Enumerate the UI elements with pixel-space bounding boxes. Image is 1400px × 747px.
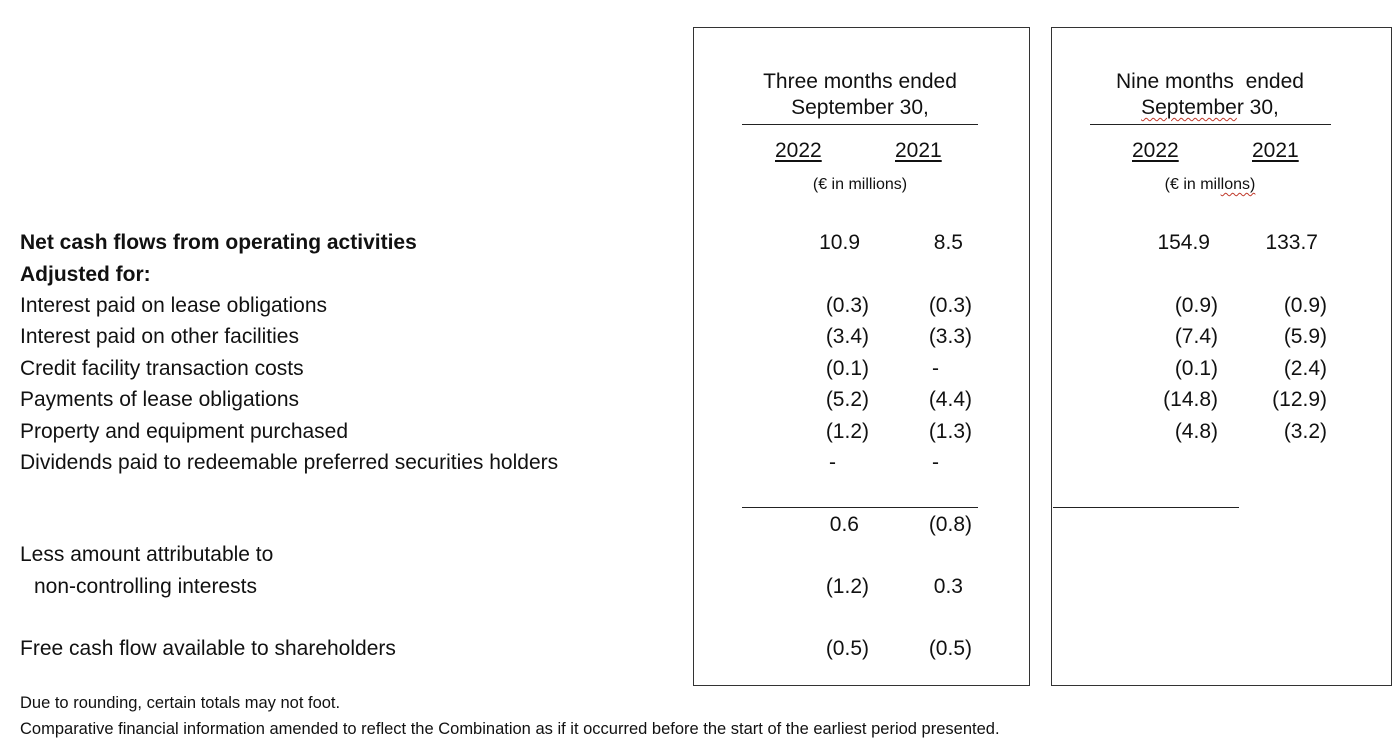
three-months-year-2022: 2022 [775, 139, 822, 162]
nine-months-year-2021: 2021 [1252, 139, 1299, 162]
n2021-interest-other: (5.9) [1283, 325, 1327, 348]
free-cash-flow-label: Free cash flow available to shareholders [20, 637, 396, 660]
q2022-interest-other: (3.4) [825, 325, 869, 348]
q2021-free-cash-flow: (0.5) [928, 637, 972, 660]
footnote-comparative: Comparative financial information amende… [20, 720, 1000, 738]
three-months-year-2021: 2021 [895, 139, 942, 162]
n2022-net-cash: 154.9 [1157, 231, 1210, 254]
n2021-net-cash: 133.7 [1265, 231, 1318, 254]
nine-months-unit-part2: lons) [1220, 176, 1256, 193]
three-months-header-rule [742, 124, 978, 125]
q2021-subtotal: (0.8) [928, 513, 972, 536]
q2022-lease-payments: (5.2) [825, 388, 869, 411]
q2021-dividends: - [932, 451, 939, 474]
row-label-dividends: Dividends paid to redeemable preferred s… [20, 451, 559, 474]
q2021-property-equipment: (1.3) [928, 420, 972, 443]
row-label-property-equipment: Property and equipment purchased [20, 420, 349, 443]
nine-months-header-line1: Nine months ended [1116, 70, 1304, 93]
n2022-interest-other: (7.4) [1174, 325, 1218, 348]
q2022-free-cash-flow: (0.5) [825, 637, 869, 660]
q2021-interest-other: (3.3) [928, 325, 972, 348]
q2022-credit-facility: (0.1) [825, 357, 869, 380]
n2022-property-equipment: (4.8) [1174, 420, 1218, 443]
nine-months-header-line2-part2: r 30, [1236, 96, 1279, 119]
q2022-subtotal: 0.6 [829, 513, 859, 536]
less-label-line2: non-controlling interests [34, 575, 257, 598]
n2022-interest-lease: (0.9) [1174, 294, 1218, 317]
nine-months-column-box [1051, 27, 1392, 686]
three-months-subtotal-rule [742, 507, 978, 508]
less-label-line1: Less amount attributable to [20, 543, 274, 566]
row-label-interest-lease: Interest paid on lease obligations [20, 294, 328, 317]
three-months-column-box [693, 27, 1030, 686]
n2021-property-equipment: (3.2) [1283, 420, 1327, 443]
nine-months-subtotal-rule [1053, 507, 1239, 508]
q2021-less-nci: 0.3 [933, 575, 963, 598]
q2022-less-nci: (1.2) [825, 575, 869, 598]
q2021-net-cash: 8.5 [933, 231, 963, 254]
q2022-dividends: - [829, 451, 836, 474]
n2021-credit-facility: (2.4) [1283, 357, 1327, 380]
q2022-net-cash: 10.9 [819, 231, 860, 254]
nine-months-header-line2: September 30, [1090, 94, 1330, 121]
q2022-interest-lease: (0.3) [825, 294, 869, 317]
row-label-lease-payments: Payments of lease obligations [20, 388, 299, 411]
n2021-lease-payments: (12.9) [1272, 388, 1327, 411]
q2021-credit-facility: - [932, 357, 939, 380]
n2022-lease-payments: (14.8) [1163, 388, 1218, 411]
three-months-header-line2: September 30, [791, 96, 929, 119]
footnote-rounding: Due to rounding, certain totals may not … [20, 694, 341, 712]
nine-months-header-line2-part1: Septembe [1141, 96, 1237, 119]
q2021-lease-payments: (4.4) [928, 388, 972, 411]
q2021-interest-lease: (0.3) [928, 294, 972, 317]
nine-months-header-rule [1090, 124, 1331, 125]
n2022-credit-facility: (0.1) [1174, 357, 1218, 380]
three-months-header-line1: Three months ended [763, 70, 957, 93]
row-label-interest-other: Interest paid on other facilities [20, 325, 299, 348]
nine-months-unit-part1: (€ in mil [1164, 176, 1221, 193]
three-months-unit: (€ in millions) [812, 176, 908, 193]
row-label-credit-facility: Credit facility transaction costs [20, 357, 304, 380]
q2022-property-equipment: (1.2) [825, 420, 869, 443]
nine-months-year-2022: 2022 [1132, 139, 1179, 162]
row-label-net-cash-flows: Net cash flows from operating activities [20, 231, 417, 254]
nine-months-unit: (€ in millons) [1090, 176, 1330, 194]
row-label-adjusted-for: Adjusted for: [20, 263, 151, 286]
n2021-interest-lease: (0.9) [1283, 294, 1327, 317]
